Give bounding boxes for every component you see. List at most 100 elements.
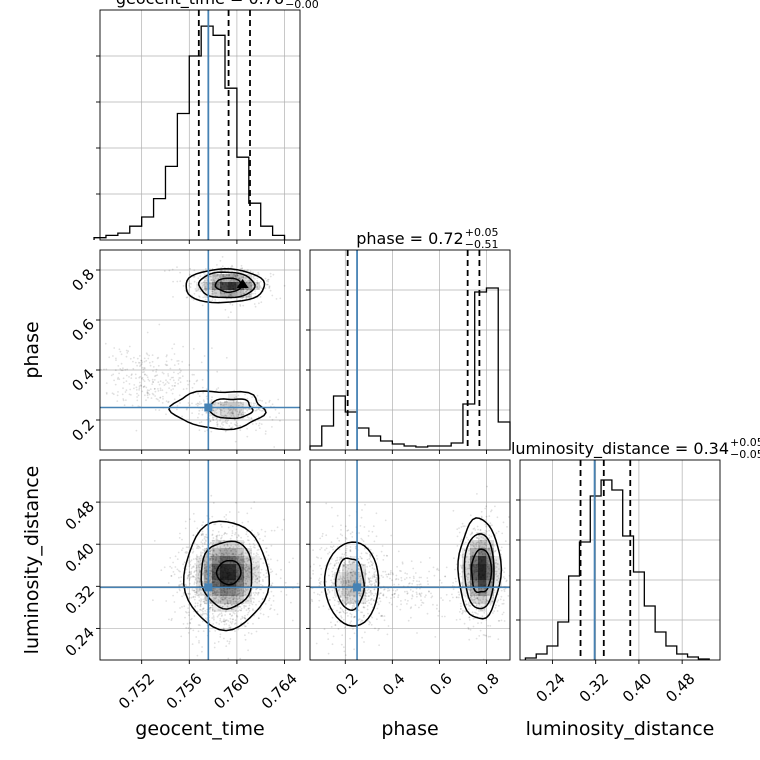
scatter-point: [495, 559, 498, 562]
scatter-point: [227, 419, 230, 422]
scatter-point: [260, 410, 263, 412]
density-cell: [358, 580, 366, 588]
scatter-point: [239, 599, 241, 602]
density-cell: [334, 588, 342, 596]
scatter-point: [260, 568, 263, 571]
scatter-point: [229, 638, 232, 640]
scatter-point: [332, 548, 334, 551]
scatter-point: [360, 592, 363, 595]
scatter-point: [246, 289, 249, 291]
scatter-point: [247, 568, 249, 571]
scatter-point: [252, 275, 255, 278]
scatter-point: [203, 600, 205, 603]
scatter-point: [468, 588, 470, 591]
scatter-point: [472, 541, 474, 544]
scatter-point: [242, 589, 245, 592]
scatter-point: [256, 280, 258, 282]
scatter-point: [495, 570, 498, 573]
scatter-point: [476, 593, 479, 596]
scatter-point: [215, 594, 218, 596]
scatter-point: [476, 597, 479, 600]
scatter-point: [194, 602, 197, 605]
scatter-point: [226, 420, 229, 423]
scatter-point: [185, 584, 188, 587]
scatter-point: [418, 606, 420, 609]
scatter-point: [219, 619, 222, 622]
scatter-point: [497, 581, 500, 583]
scatter-point: [458, 531, 461, 534]
scatter-point: [195, 636, 198, 638]
scatter-point: [182, 547, 184, 550]
scatter-point: [220, 422, 223, 425]
hist-yticks-geocent_time: [96, 55, 100, 195]
scatter-point: [137, 361, 140, 364]
scatter-point: [237, 413, 240, 416]
scatter-point: [223, 598, 226, 600]
scatter-point: [465, 575, 468, 578]
scatter-point: [170, 575, 173, 577]
scatter-point: [407, 619, 410, 622]
scatter-point: [230, 604, 233, 606]
scatter-point: [239, 270, 242, 273]
scatter-point: [217, 283, 219, 286]
scatter-point: [241, 413, 244, 416]
scatter-point: [497, 599, 500, 602]
scatter-point: [244, 614, 246, 617]
scatter-point: [362, 606, 365, 608]
density-cell: [244, 564, 252, 572]
scatter-point: [345, 552, 347, 554]
scatter-point: [152, 381, 155, 384]
scatter-point: [204, 298, 207, 301]
scatter-point: [318, 581, 321, 584]
scatter-point: [212, 554, 215, 556]
scatter-point: [246, 435, 249, 438]
scatter-point: [224, 603, 227, 605]
scatter-point: [202, 281, 205, 284]
scatter-point: [234, 408, 237, 411]
scatter-point: [135, 386, 138, 389]
scatter-point: [219, 413, 222, 416]
scatter-point: [197, 566, 200, 569]
scatter-point: [238, 592, 241, 595]
scatter-point: [353, 595, 355, 598]
scatter-point: [164, 383, 167, 385]
scatter-point: [212, 529, 214, 532]
scatter-point: [195, 590, 198, 593]
scatter-point: [213, 288, 216, 291]
scatter-point: [470, 588, 472, 591]
scatter-point: [428, 570, 430, 573]
scatter-point: [251, 603, 254, 606]
scatter-point: [244, 591, 247, 593]
scatter-point: [345, 566, 347, 569]
scatter-point: [212, 592, 214, 595]
scatter-point: [483, 612, 486, 614]
scatter-point: [216, 546, 219, 549]
scatter-point: [473, 593, 476, 596]
scatter-point: [229, 280, 231, 283]
contour-line: [457, 517, 503, 620]
scatter-point: [193, 373, 195, 376]
scatter-point: [483, 543, 486, 545]
scatter-point: [257, 593, 259, 596]
scatter-point: [484, 591, 487, 594]
density-geocent_time-luminosity_distance: [152, 494, 299, 660]
scatter-point: [488, 515, 491, 517]
scatter-point: [364, 569, 367, 571]
scatter-point: [347, 579, 349, 581]
scatter-point: [259, 286, 262, 289]
scatter-point: [478, 542, 481, 544]
scatter-point: [473, 581, 476, 584]
scatter-point: [467, 608, 470, 610]
scatter-point: [213, 283, 216, 286]
scatter-point: [239, 559, 242, 562]
scatter-point: [216, 274, 219, 277]
scatter-point: [478, 592, 481, 595]
scatter-point: [255, 561, 257, 564]
scatter-point: [219, 409, 222, 411]
density-cell: [334, 580, 342, 588]
scatter-point: [223, 401, 226, 404]
scatter-point: [422, 602, 425, 604]
scatter-point: [432, 603, 434, 606]
scatter-point: [395, 577, 398, 580]
scatter-point: [232, 596, 235, 598]
